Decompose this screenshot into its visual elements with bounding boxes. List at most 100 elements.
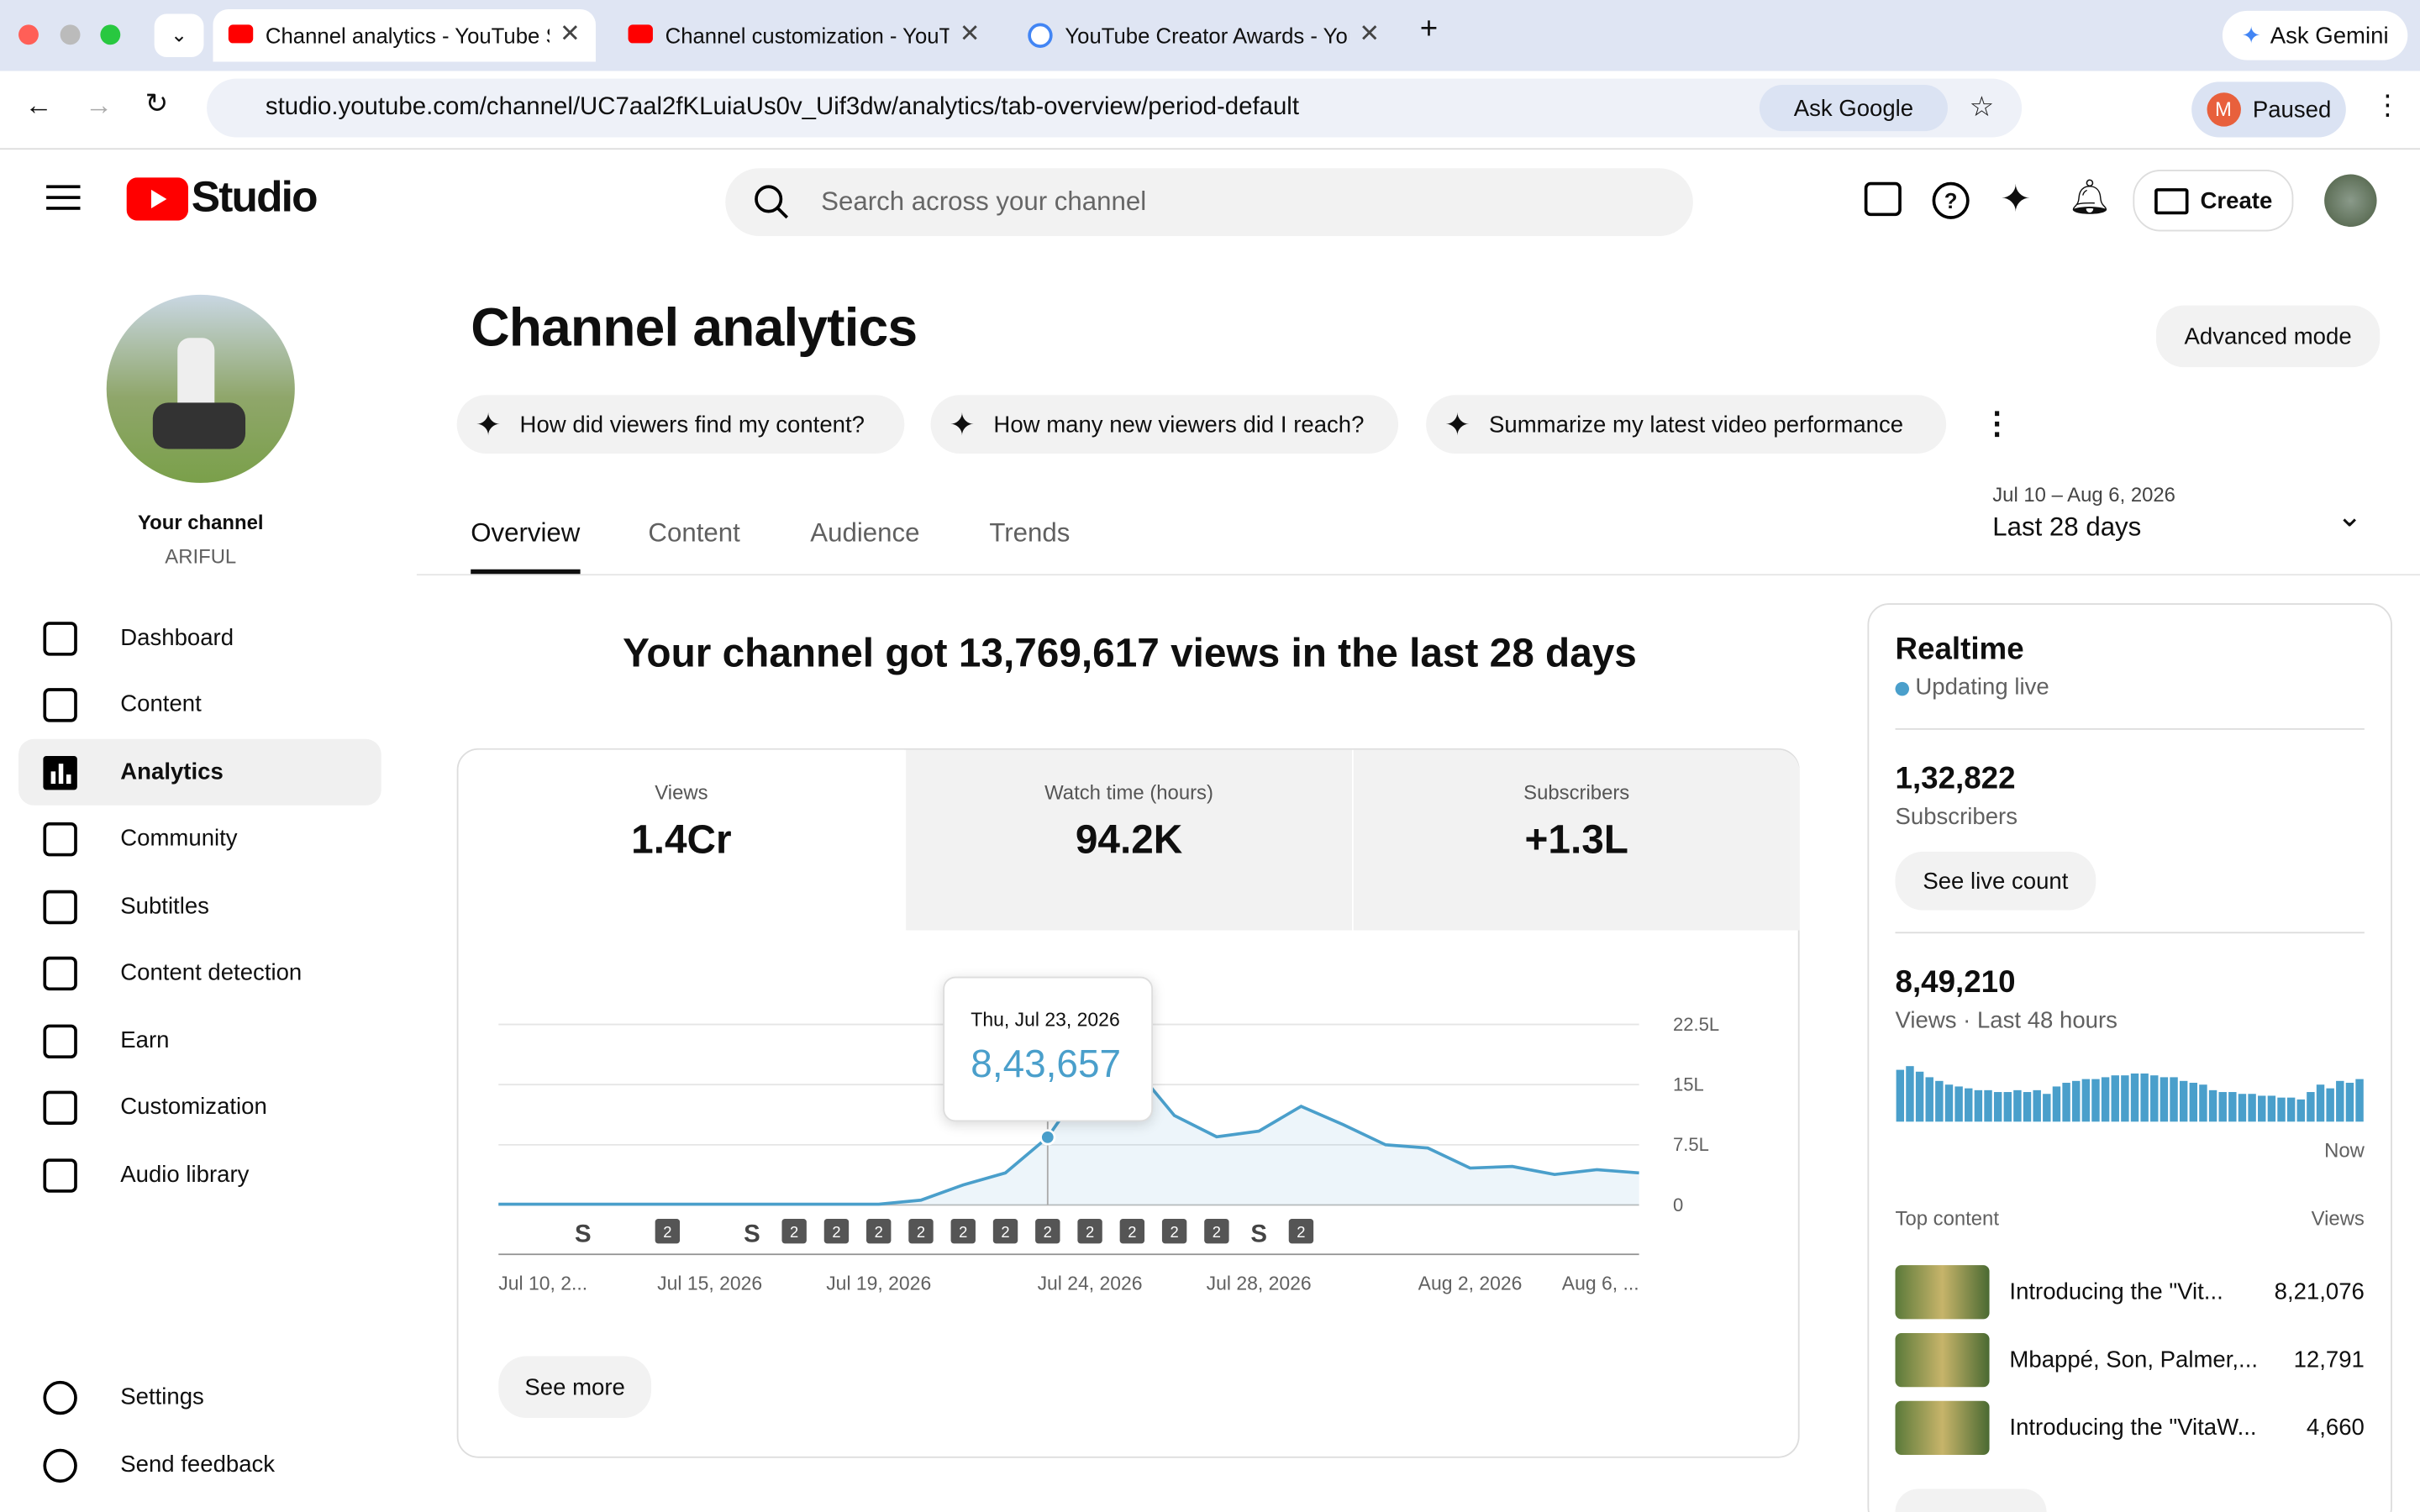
live-dot: [1895, 681, 1910, 696]
nav-icon: [43, 822, 77, 856]
bar: [2336, 1080, 2344, 1122]
badge-box: [950, 1219, 976, 1244]
nav-item[interactable]: Subtitles: [18, 874, 381, 940]
bar: [2023, 1092, 2032, 1122]
nav-label: Audio library: [120, 1162, 250, 1189]
profile[interactable]: M Paused: [2191, 81, 2346, 138]
tooltip: Thu, Jul 23, 2026 8,43,657: [943, 976, 1154, 1122]
tab-search[interactable]: ⌄: [154, 13, 204, 57]
analytics-tab[interactable]: Content: [648, 518, 740, 549]
nav-icon: [43, 1379, 77, 1415]
advanced-mode[interactable]: Advanced mode: [2155, 305, 2381, 368]
metric-value: +1.3L: [1524, 816, 1628, 863]
see-live-count[interactable]: See live count: [1895, 851, 2096, 911]
gemini[interactable]: ✦: [2000, 179, 2032, 221]
bookmark[interactable]: ☆: [1969, 91, 1995, 123]
close-window[interactable]: [18, 24, 39, 45]
help[interactable]: ?: [1932, 181, 1970, 219]
nav-item[interactable]: Community: [18, 806, 381, 872]
nav-item[interactable]: Audio library: [18, 1142, 381, 1208]
prompt-chip[interactable]: ✦ Summarize my latest video performance: [1426, 395, 1947, 454]
nav-item[interactable]: Content detection: [18, 940, 381, 1006]
browser-tab[interactable]: Channel analytics - YouTube Studio✕: [213, 9, 596, 62]
badge-box: [1077, 1219, 1102, 1244]
badge-box: [908, 1219, 934, 1244]
bar: [2101, 1077, 2110, 1122]
browser-tab[interactable]: Channel customization - YouTube Studio✕: [613, 9, 996, 61]
new-tab[interactable]: +: [1419, 12, 1439, 47]
metric-tab[interactable]: Subscribers +1.3L: [1353, 749, 1800, 931]
logo-text: Studio: [191, 172, 318, 221]
now-label: Now: [2324, 1138, 2365, 1163]
analytics-tab[interactable]: Overview: [471, 518, 581, 549]
nav-label: Send feedback: [120, 1452, 276, 1478]
nav-item[interactable]: Earn: [18, 1007, 381, 1074]
area: [498, 1064, 1639, 1205]
prompt-chip[interactable]: ✦ How did viewers find my content?: [456, 395, 905, 454]
metric-tab[interactable]: Views 1.4Cr: [458, 749, 905, 931]
menu[interactable]: ⋮: [2373, 89, 2402, 121]
badge-box: [992, 1219, 1018, 1244]
bar: [2267, 1095, 2276, 1122]
messages[interactable]: [1864, 181, 1902, 217]
item-title[interactable]: Introducing the "Vit...: [2009, 1278, 2223, 1305]
bar: [2277, 1097, 2286, 1122]
more-options[interactable]: ⋮: [1981, 407, 2013, 442]
bar: [2013, 1089, 2022, 1122]
ask-gemini[interactable]: ✦ Ask Gemini: [2222, 10, 2408, 60]
browser-tab[interactable]: YouTube Creator Awards - YouTube✕: [1013, 9, 1396, 61]
create-button[interactable]: Create: [2133, 170, 2294, 232]
bar: [1974, 1089, 1983, 1122]
nav-item[interactable]: Send feedback: [18, 1431, 381, 1498]
notifications[interactable]: 🔔︎: [2068, 177, 2112, 217]
bar: [1935, 1080, 1944, 1122]
item-title[interactable]: Mbappé, Son, Palmer,...: [2009, 1347, 2258, 1373]
nav-item[interactable]: Settings: [18, 1364, 381, 1431]
analytics-tab[interactable]: Audience: [810, 518, 920, 549]
thumbnail: [1895, 1400, 1990, 1456]
period-dropdown[interactable]: ⌄: [2336, 500, 2363, 534]
nav-icon: [43, 687, 77, 722]
reload[interactable]: ↻: [145, 87, 169, 119]
tooltip-value: 8,43,657: [971, 1042, 1122, 1087]
channel-avatar[interactable]: [106, 294, 295, 483]
video-badge: 2: [1077, 1219, 1102, 1244]
nav-item[interactable]: Content: [18, 671, 381, 738]
bar: [2326, 1088, 2334, 1122]
minimize-window[interactable]: [60, 24, 81, 45]
bar: [2307, 1092, 2315, 1122]
subscribers-value: 1,32,822: [1895, 762, 2016, 796]
bar: [2091, 1079, 2100, 1122]
address-bar[interactable]: studio.youtube.com/channel/UC7aal2fKLuia…: [207, 78, 2023, 138]
video-badge: 2: [866, 1219, 892, 1244]
nav-item[interactable]: Customization: [18, 1074, 381, 1140]
maximize-window[interactable]: [100, 24, 121, 45]
hamburger[interactable]: [46, 185, 81, 210]
nav-item[interactable]: Dashboard: [18, 605, 381, 671]
nav-icon: [43, 1447, 77, 1483]
back[interactable]: ←: [24, 89, 53, 121]
item-title[interactable]: Introducing the "VitaW...: [2009, 1415, 2257, 1441]
metric-tab[interactable]: Watch time (hours) 94.2K: [906, 749, 1352, 931]
bar: [2043, 1094, 2051, 1122]
analytics-tab[interactable]: Trends: [989, 518, 1071, 549]
badge-box: [1035, 1219, 1060, 1244]
nav-item[interactable]: Analytics: [18, 738, 381, 806]
badge-label: 2: [1128, 1223, 1136, 1241]
prompt-chip[interactable]: ✦ How many new viewers did I reach?: [930, 395, 1399, 454]
avatar[interactable]: [2324, 174, 2377, 228]
video-badge: 2: [1119, 1219, 1145, 1244]
create-label: Create: [2200, 187, 2273, 214]
views-label: Views · Last 48 hours: [1895, 1007, 2118, 1034]
see-more[interactable]: See more: [498, 1356, 652, 1418]
more-button[interactable]: [1895, 1488, 2047, 1512]
bar: [2296, 1099, 2305, 1122]
bar: [1965, 1088, 1973, 1122]
bar: [1896, 1069, 1905, 1122]
search-box[interactable]: Search across your channel: [725, 168, 1693, 237]
period: Last 28 days: [1992, 512, 2142, 542]
date-range: Jul 10 – Aug 6, 2026: [1992, 482, 2175, 507]
ask-google[interactable]: Ask Google: [1759, 85, 1948, 132]
forward[interactable]: →: [85, 89, 113, 121]
x-tick-label: Jul 28, 2026: [1207, 1273, 1312, 1294]
